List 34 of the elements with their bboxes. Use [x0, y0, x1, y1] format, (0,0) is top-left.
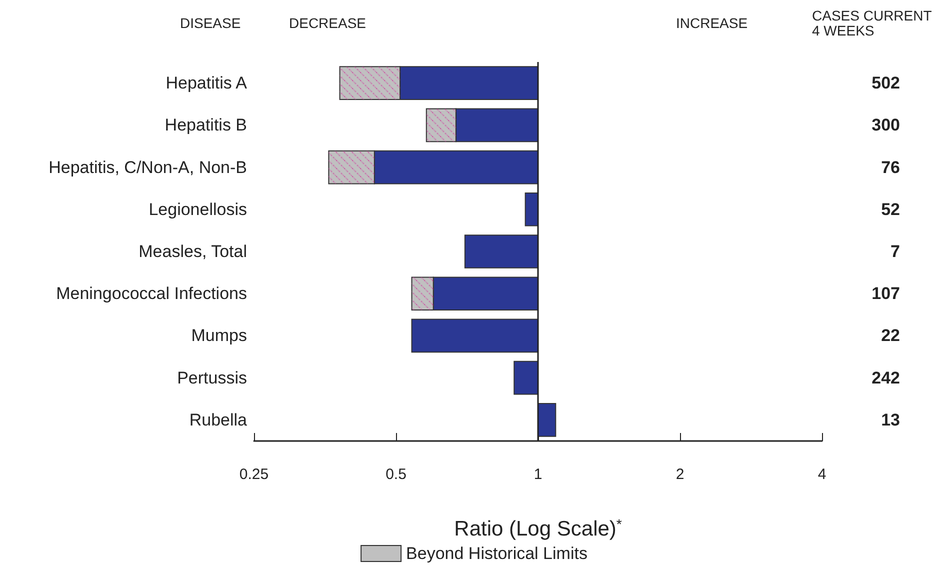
legend-label: Beyond Historical Limits	[406, 544, 588, 563]
text: DECREASE	[289, 15, 366, 31]
y-tick-label: Meningococcal Infections	[56, 284, 247, 304]
x-tick-label: 0.5	[386, 466, 406, 483]
x-tick-label: 4	[818, 466, 826, 483]
y-tick-label: Hepatitis, C/Non-A, Non-B	[48, 158, 247, 177]
y2-tick-label: 13	[881, 410, 900, 430]
y2-tick-label: 7	[890, 242, 900, 261]
y-tick-label: Rubella	[189, 410, 248, 430]
x-axis-title: Ratio (Log Scale)*	[454, 516, 622, 540]
y2-tick-label: 22	[881, 326, 900, 346]
y-tick-label: Mumps	[191, 326, 247, 346]
y2-axis-title: CASES CURRENT 4 WEEKS	[812, 8, 936, 38]
bar	[524, 192, 538, 226]
bar	[538, 403, 556, 437]
y2-tick-label: 107	[872, 284, 900, 304]
bar	[411, 318, 538, 353]
x-tick-label: 0.25	[239, 466, 269, 483]
bar	[464, 234, 538, 268]
y-tick-label: Hepatitis B	[164, 116, 247, 135]
y2-tick-label: 242	[872, 368, 900, 388]
bar	[514, 360, 538, 395]
x-tick-label: 1	[534, 466, 542, 483]
y2-tick-label: 52	[881, 200, 900, 219]
y2-tick-label: 76	[881, 158, 900, 177]
y-tick-label: Pertussis	[177, 368, 247, 388]
x-tick-label: 2	[676, 466, 684, 483]
text: INCREASE	[676, 15, 748, 31]
y-tick-label: Measles, Total	[138, 242, 247, 261]
y-axis-title: DISEASE	[180, 15, 241, 31]
y-tick-label: Hepatitis A	[166, 74, 248, 93]
y2-tick-label: 502	[872, 74, 900, 93]
y-tick-label: Legionellosis	[148, 200, 247, 219]
y2-tick-label: 300	[872, 116, 900, 135]
